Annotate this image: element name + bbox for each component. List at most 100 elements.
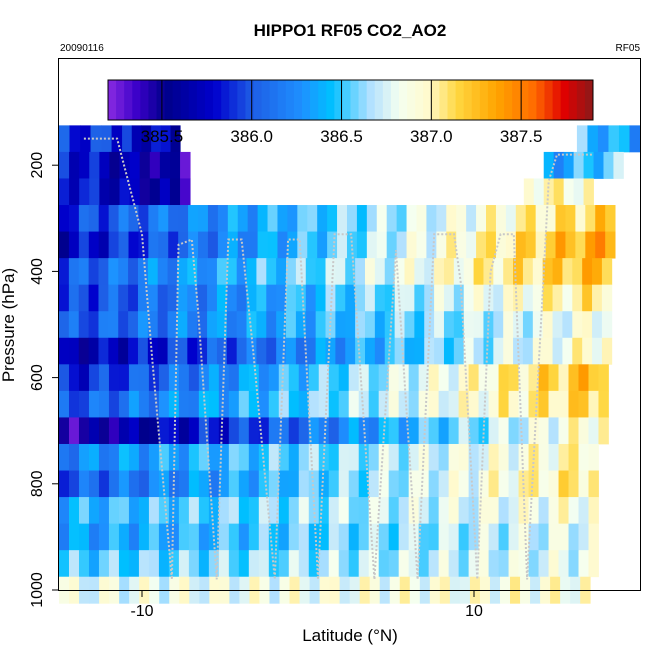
heatmap-cell	[236, 337, 247, 365]
heatmap-cell	[122, 125, 133, 153]
heatmap-cell	[338, 470, 350, 498]
heatmap-cell	[418, 417, 430, 445]
heatmap-cell	[374, 284, 386, 312]
heatmap-cell	[308, 390, 320, 418]
heatmap-cell	[147, 258, 159, 286]
heatmap-cell	[404, 258, 415, 286]
heatmap-cell	[563, 151, 574, 179]
heatmap-cell	[575, 231, 586, 259]
heatmap-cell	[307, 231, 318, 259]
heatmap-cell	[518, 364, 529, 392]
heatmap-cell	[386, 205, 398, 232]
heatmap-cell	[463, 284, 474, 312]
heatmap-cell	[498, 497, 509, 525]
heatmap-cell	[226, 284, 238, 312]
heatmap-cell	[592, 337, 603, 365]
heatmap-cell	[78, 443, 90, 471]
heatmap-cell	[522, 311, 534, 339]
heatmap-cell	[207, 311, 218, 339]
heatmap-cell	[601, 311, 613, 339]
heatmap-cell	[404, 311, 415, 339]
heatmap-cell	[378, 550, 390, 578]
heatmap-cell	[78, 390, 90, 418]
heatmap-cell	[187, 258, 198, 286]
heatmap-cell	[446, 231, 457, 259]
colorbar-swatch	[415, 80, 424, 120]
heatmap-cell	[338, 364, 350, 392]
heatmap-cell	[498, 390, 509, 418]
heatmap-cell	[443, 258, 455, 286]
heatmap-cell	[601, 284, 613, 312]
heatmap-cell	[488, 364, 499, 392]
heatmap-cell	[468, 364, 479, 392]
heatmap-cell	[552, 337, 563, 365]
heatmap-cell	[488, 443, 499, 471]
colorbar-swatch	[116, 80, 125, 120]
heatmap-cell	[434, 258, 445, 286]
heatmap-cell	[558, 523, 569, 551]
heatmap-cell	[68, 470, 80, 498]
heatmap-cell	[248, 364, 260, 392]
heatmap-cell	[266, 311, 277, 339]
heatmap-cell	[498, 550, 509, 578]
heatmap-cell	[458, 523, 470, 551]
colorbar-swatch	[431, 80, 440, 120]
colorbar-swatch	[536, 80, 545, 120]
colorbar-swatch	[205, 80, 214, 120]
heatmap-cell	[158, 364, 170, 392]
heatmap-cell	[257, 205, 268, 232]
heatmap-cell	[428, 470, 440, 498]
heatmap-cell	[318, 470, 330, 498]
heatmap-cell	[98, 364, 110, 392]
heatmap-cell	[568, 470, 579, 498]
heatmap-cell	[88, 258, 99, 286]
colorbar-swatch	[132, 80, 141, 120]
heatmap-cell	[258, 417, 270, 445]
heatmap-cell	[478, 497, 489, 525]
heatmap-cell	[318, 497, 330, 525]
heatmap-cell	[79, 151, 90, 179]
heatmap-cell	[368, 364, 380, 392]
colorbar-swatch	[164, 80, 174, 120]
y-tick-label: 200	[29, 152, 46, 179]
heatmap-cell	[258, 497, 270, 525]
x-tick-label: -10	[130, 603, 153, 620]
heatmap-cell	[198, 417, 210, 445]
heatmap-cell	[138, 470, 150, 498]
heatmap-cell	[307, 205, 318, 232]
heatmap-cell	[228, 417, 240, 445]
heatmap-cell	[228, 470, 240, 498]
heatmap-cell	[178, 443, 190, 471]
heatmap-cell	[246, 284, 257, 312]
heatmap-cell	[118, 417, 130, 445]
heatmap-cell	[180, 151, 191, 179]
heatmap-cell	[198, 550, 210, 578]
heatmap-cell	[595, 231, 606, 259]
heatmap-cell	[328, 550, 340, 578]
heatmap-cell	[568, 523, 579, 551]
heatmap-cell	[578, 523, 589, 551]
x-axis: -10 10	[130, 590, 483, 620]
heatmap-cell	[613, 151, 624, 179]
heatmap-cell	[207, 284, 218, 312]
heatmap-cell	[308, 470, 320, 498]
heatmap-cell	[218, 470, 230, 498]
colorbar-swatch	[512, 80, 521, 120]
heatmap-cell	[78, 205, 90, 232]
heatmap-cell	[582, 337, 593, 365]
colorbar-swatch	[180, 80, 190, 120]
heatmap-cell	[458, 550, 470, 578]
heatmap-cell	[518, 417, 529, 445]
heatmap-cell	[593, 151, 604, 179]
heatmap-cell	[438, 523, 450, 551]
colorbar-swatch	[269, 80, 279, 120]
heatmap-cell	[298, 523, 310, 551]
colorbar-swatch	[302, 80, 311, 120]
heatmap-cell	[208, 364, 220, 392]
heatmap-cell	[59, 470, 70, 498]
heatmap-cell	[468, 390, 479, 418]
heatmap-cell	[592, 284, 603, 312]
heatmap-cell	[68, 337, 80, 365]
heatmap-cell	[568, 390, 579, 418]
heatmap-cell	[348, 497, 360, 525]
